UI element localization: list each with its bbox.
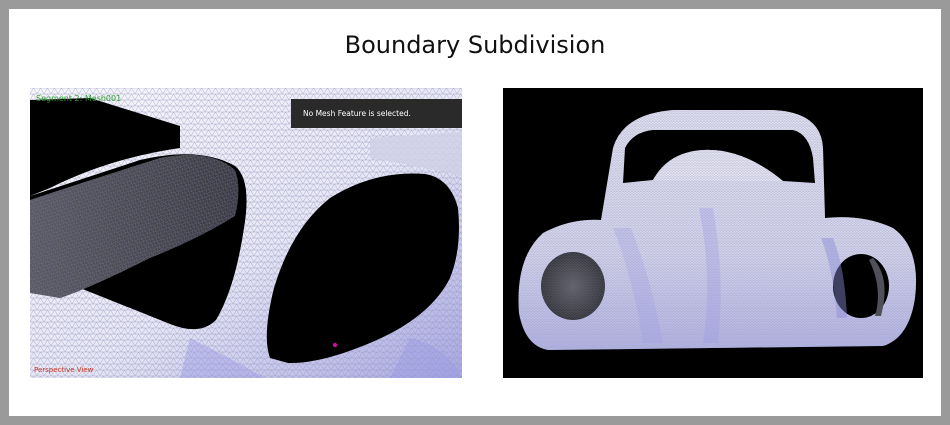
- selection-notice: No Mesh Feature is selected.: [291, 99, 462, 128]
- selection-point-icon: [332, 342, 338, 348]
- window-opening: [623, 130, 815, 183]
- figure-frame: Boundary Subdivision: [9, 9, 941, 416]
- selection-notice-text: No Mesh Feature is selected.: [303, 109, 411, 118]
- segment-label: Segment 2: Mesh001: [36, 94, 122, 103]
- left-hole-top: [30, 98, 180, 196]
- right-mesh-render: [518, 110, 917, 350]
- left-viewport[interactable]: Segment 2: Mesh001 No Mesh Feature is se…: [30, 88, 462, 378]
- view-label: Perspective View: [34, 366, 94, 374]
- right-viewport[interactable]: [503, 88, 923, 378]
- left-hole-right: [266, 173, 459, 364]
- left-mesh-render: [30, 88, 462, 378]
- figure-title: Boundary Subdivision: [344, 31, 606, 59]
